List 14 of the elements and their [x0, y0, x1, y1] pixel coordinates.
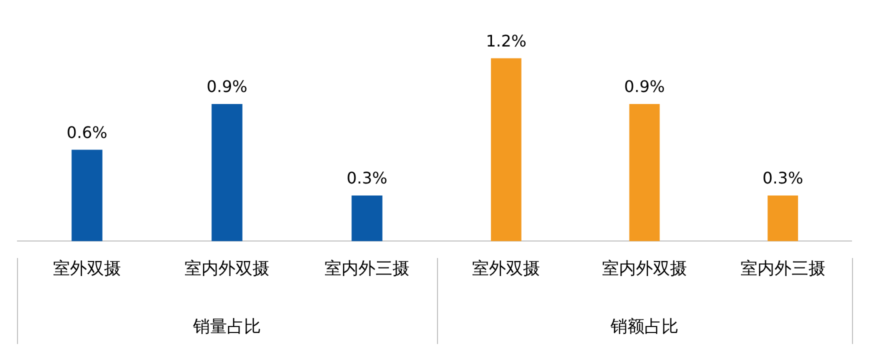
x-tick-label: 室内外双摄: [602, 258, 687, 279]
data-label: 0.3%: [762, 168, 804, 188]
x-tick-label: 室内外双摄: [184, 258, 270, 279]
data-label: 0.3%: [346, 168, 388, 188]
x-tick-label: 室外双摄: [53, 258, 121, 279]
data-label: 0.9%: [206, 77, 248, 96]
data-label: 0.9%: [624, 77, 665, 96]
data-label: 1.2%: [486, 31, 526, 50]
x-tick-label: 室外双摄: [472, 258, 540, 279]
data-label: 0.6%: [66, 122, 108, 142]
x-tick-label: 室内外三摄: [740, 258, 826, 279]
x-tick-label: 室内外三摄: [324, 258, 410, 279]
x-axis-title: 销量占比: [192, 317, 261, 338]
x-axis-title: 销额占比: [610, 317, 678, 338]
